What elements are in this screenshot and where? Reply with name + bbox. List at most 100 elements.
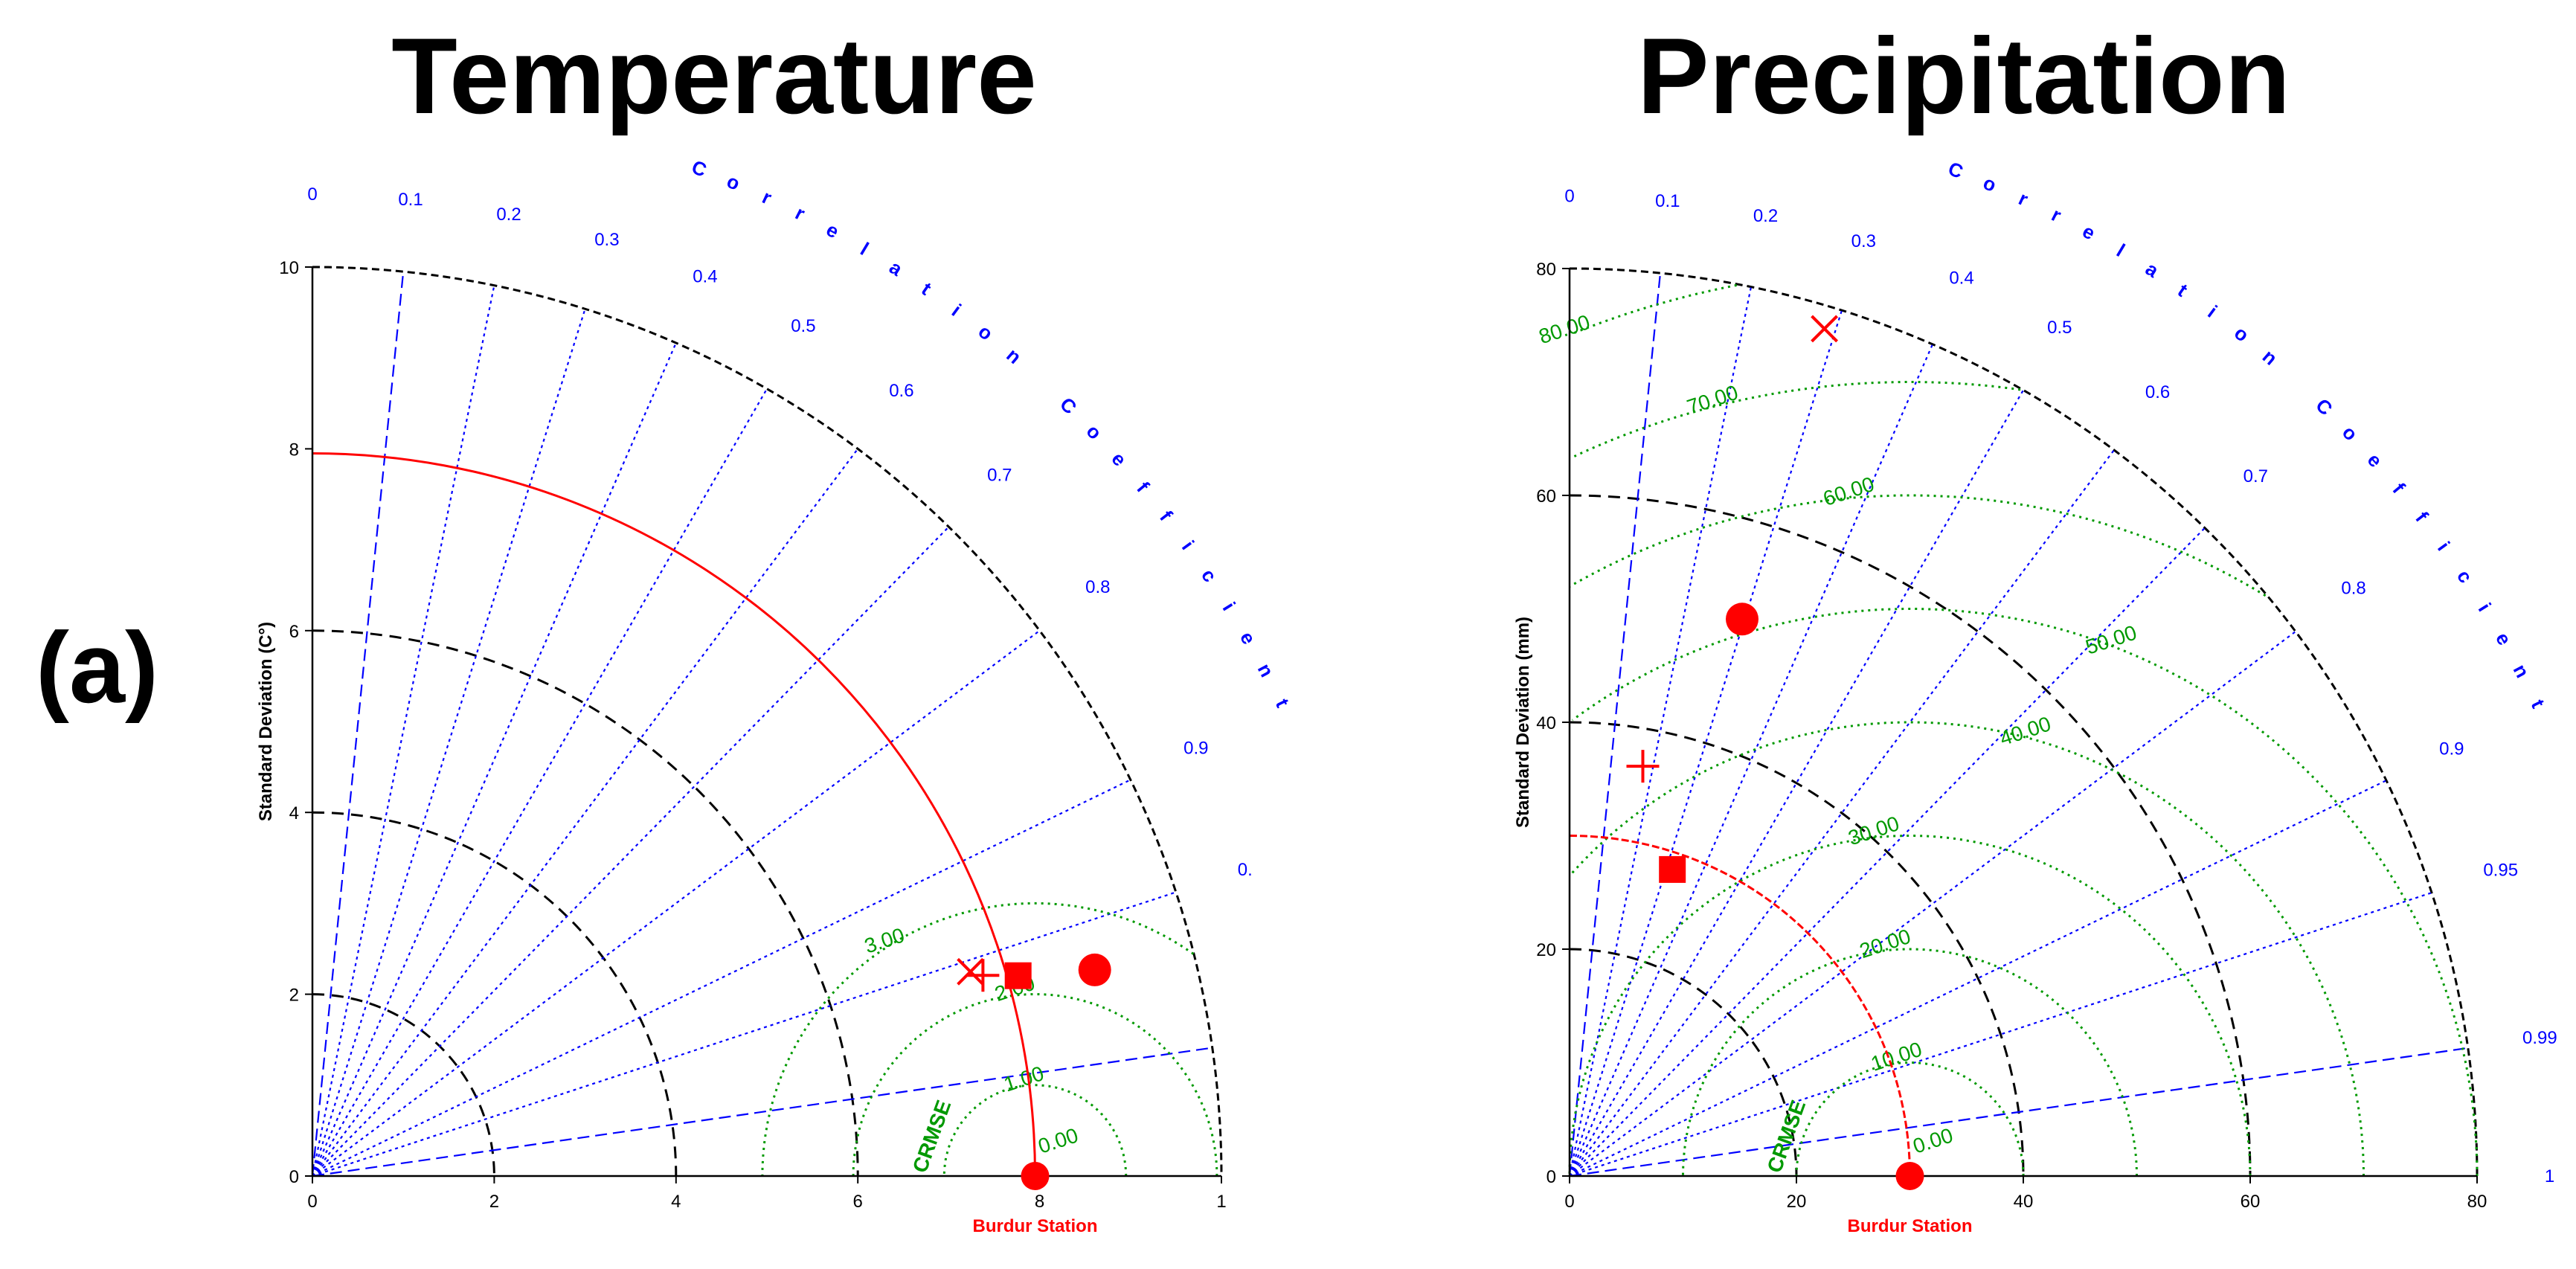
correlation-tick-label: 0.3	[1851, 231, 1876, 251]
correlation-tick-label: 0.3	[594, 230, 619, 250]
correlation-tick-label: 0.1	[398, 190, 423, 210]
correlation-label-char: o	[1082, 420, 1107, 443]
panel-label: (a)	[36, 611, 158, 724]
correlation-tick-label: 0.5	[791, 316, 815, 336]
correlation-label-char: e	[1236, 628, 1260, 648]
std-arc	[1569, 948, 1798, 1177]
std-arc	[312, 266, 1223, 1177]
correlation-label-char: i	[1178, 536, 1199, 553]
correlation-ray	[1569, 631, 2296, 1177]
crmse-circle	[852, 993, 1218, 1176]
correlation-tick-label: 0.1	[1655, 191, 1680, 211]
crmse-circle	[1682, 948, 2138, 1176]
correlation-label-char: C	[1945, 157, 1966, 183]
precipitation-title: Precipitation	[1637, 16, 2291, 136]
correlation-label-char: o	[2338, 421, 2363, 445]
correlation-tick-label: 0.6	[889, 381, 913, 401]
correlation-label-char: i	[2204, 301, 2222, 321]
correlation-tick-label: 0.6	[2145, 382, 2170, 402]
crmse-circle	[1573, 381, 2021, 457]
crmse-label: 1.00	[1001, 1061, 1047, 1096]
correlation-tick-label: 0.99	[2522, 1028, 2557, 1048]
correlation-ray	[311, 308, 586, 1177]
correlation-label-char: f	[1155, 507, 1177, 525]
std-arc	[312, 993, 495, 1177]
crmse-label: 80.00	[1536, 310, 1593, 348]
correlation-tick-label: 0.2	[496, 205, 521, 225]
correlation-ray	[1568, 309, 1843, 1177]
correlation-label-char: n	[1253, 660, 1279, 681]
correlation-label-char: i	[948, 299, 966, 320]
correlation-tick-label: 1	[2545, 1166, 2554, 1186]
crmse-label: 70.00	[1684, 381, 1741, 419]
correlation-label-char: t	[918, 277, 936, 300]
y-tick-label: 2	[289, 986, 299, 1006]
x-tick-label: 40	[2014, 1192, 2034, 1212]
correlation-label-char: o	[724, 170, 743, 195]
x-tick-label: 20	[1787, 1192, 1807, 1212]
correlation-label-char: e	[2079, 219, 2099, 244]
crmse-circle	[761, 902, 1195, 1176]
x-tick-label: 80	[2467, 1192, 2487, 1212]
crmse-label: 60.00	[1820, 472, 1877, 510]
correlation-label-char: f	[2389, 478, 2410, 498]
correlation-tick-label: 0	[1564, 186, 1574, 206]
correlation-ray	[312, 526, 950, 1177]
correlation-label-char: n	[1002, 344, 1026, 368]
correlation-tick-label: 0.8	[1085, 577, 1110, 597]
x-tick-label: 0	[1564, 1192, 1574, 1212]
correlation-ray	[311, 342, 677, 1177]
model-marker-square	[1659, 855, 1686, 883]
y-tick-label: 0	[1546, 1167, 1556, 1187]
std-arc	[1569, 721, 2025, 1177]
crmse-circle	[942, 1084, 1128, 1176]
correlation-label-char: l	[2113, 240, 2129, 261]
model-marker-plus	[1626, 750, 1660, 783]
reference-station-label: Burdur Station	[973, 1216, 1098, 1236]
reference-value-label: 0.00	[1910, 1123, 1956, 1157]
y-tick-label: 40	[1536, 713, 1556, 733]
reference-value-label: 0.00	[1035, 1123, 1081, 1157]
correlation-tick-label: 0.9	[2439, 739, 2464, 759]
correlation-label-char: f	[1132, 478, 1154, 497]
correlation-label-char: i	[2474, 599, 2496, 615]
y-tick-label: 0	[289, 1167, 299, 1187]
correlation-tick-label: 0.7	[987, 466, 1012, 486]
crmse-label: 30.00	[1846, 812, 1902, 849]
correlation-label-char: t	[2527, 695, 2550, 711]
correlation-label-char: C	[2311, 394, 2337, 420]
reference-point	[1021, 1162, 1050, 1190]
crmse-label: 10.00	[1868, 1038, 1924, 1076]
correlation-ray	[312, 1047, 1212, 1178]
model-marker-square	[1004, 962, 1032, 989]
correlation-tick-label: 0	[307, 184, 317, 205]
correlation-label-char: C	[689, 155, 710, 181]
y-tick-label: 60	[1536, 486, 1556, 507]
correlation-ray	[312, 891, 1177, 1178]
correlation-label-char: o	[974, 320, 997, 344]
crmse-circle	[1569, 494, 2267, 597]
reference-std-arc	[312, 452, 1036, 1177]
x-tick-label: 4	[671, 1192, 681, 1212]
y-tick-label: 6	[289, 622, 299, 642]
x-tick-label: 2	[489, 1192, 499, 1212]
correlation-label-char: o	[1980, 171, 2000, 196]
correlation-label-char: r	[2015, 187, 2031, 210]
crmse-circle	[1568, 835, 2252, 1176]
reference-point	[1895, 1162, 1924, 1190]
correlation-ray	[1568, 272, 1662, 1177]
crmse-label: 40.00	[1997, 712, 2054, 750]
correlation-tick-label: 0.4	[693, 266, 717, 286]
correlation-label-char: t	[1271, 695, 1294, 710]
correlation-label-char: r	[791, 202, 809, 225]
crmse-axis-label: CRMSE	[908, 1097, 956, 1176]
correlation-label-char: a	[2142, 257, 2163, 282]
correlation-label-char: e	[2363, 449, 2387, 472]
model-marker-circle	[1078, 953, 1111, 986]
correlation-label-char: i	[1218, 598, 1240, 614]
reference-std-arc	[1569, 835, 1911, 1177]
correlation-label-char: n	[2509, 661, 2534, 681]
correlation-label-char: t	[2174, 279, 2191, 301]
crmse-circle	[1569, 721, 2365, 1176]
